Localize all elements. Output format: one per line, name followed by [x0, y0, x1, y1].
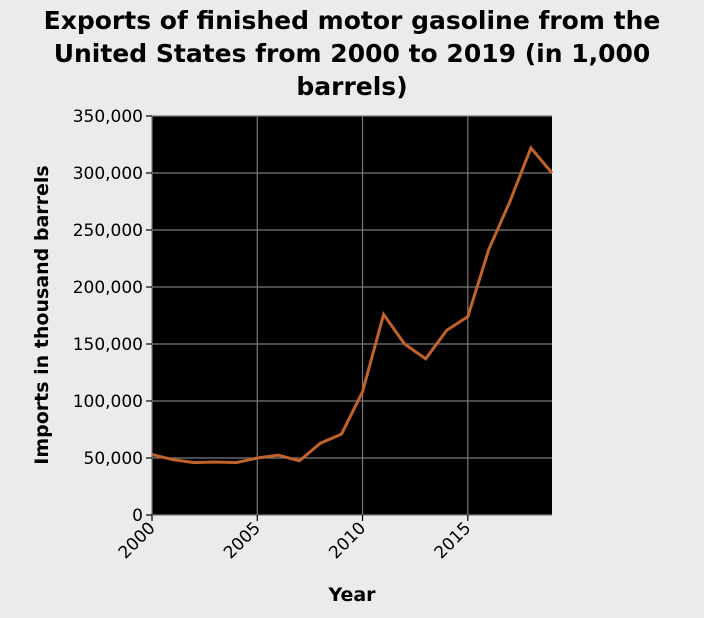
x-tick-label: 2005: [220, 518, 265, 563]
series-line: [151, 145, 554, 465]
y-tick-label: 350,000: [73, 107, 143, 127]
y-tick-label: 300,000: [73, 164, 143, 184]
y-tick-label: 100,000: [73, 392, 143, 412]
series-layer: [151, 145, 554, 465]
x-tick-label: 2010: [325, 518, 370, 563]
y-tick-label: 250,000: [73, 221, 143, 241]
y-tick-label: 150,000: [73, 335, 143, 355]
y-gridlines: [152, 115, 552, 516]
x-axis-ticks: 2000 2005 2010 2015: [115, 515, 476, 563]
y-tick-label: 50,000: [84, 449, 143, 469]
y-axis-label: Imports in thousand barrels: [31, 165, 53, 465]
y-axis-ticks: 0 50,000 100,000 150,000 200,000 250,000 300,0…: [73, 107, 152, 526]
plot-area: [152, 116, 552, 515]
y-tick-label: 0: [132, 506, 143, 526]
chart-title: Exports of finished motor gasoline from …: [43, 6, 661, 101]
y-tick-label: 200,000: [73, 278, 143, 298]
x-axis-label: Year: [328, 584, 376, 606]
x-tick-label: 2015: [431, 518, 476, 563]
